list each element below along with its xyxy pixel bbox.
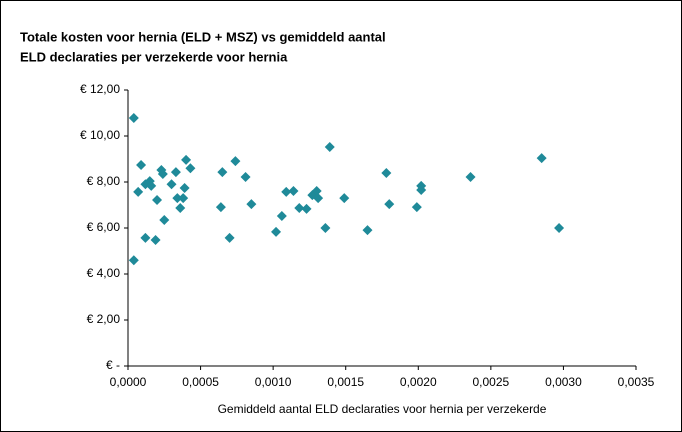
chart-title: ELD declaraties per verzekerde voor hern… bbox=[20, 49, 288, 64]
y-tick-label: € 12,00 bbox=[80, 82, 120, 96]
point bbox=[181, 154, 192, 165]
point bbox=[128, 255, 139, 266]
point bbox=[294, 202, 305, 213]
point bbox=[288, 185, 299, 196]
point bbox=[339, 193, 350, 204]
x-axis-label: Gemiddeld aantal ELD declaraties voor he… bbox=[218, 402, 547, 416]
x-tick-label: 0,0010 bbox=[255, 375, 292, 389]
point bbox=[159, 214, 170, 225]
y-tick-label: € - bbox=[106, 358, 120, 372]
y-tick-label: € 4,00 bbox=[87, 266, 121, 280]
x-tick-label: 0,0015 bbox=[327, 375, 364, 389]
point bbox=[136, 159, 147, 170]
point bbox=[152, 194, 163, 205]
point bbox=[140, 232, 151, 243]
point bbox=[536, 153, 547, 164]
point bbox=[384, 199, 395, 210]
point bbox=[172, 193, 183, 204]
point bbox=[313, 193, 324, 204]
point bbox=[133, 186, 144, 197]
point bbox=[224, 232, 235, 243]
point bbox=[150, 234, 161, 245]
x-tick-label: 0,0030 bbox=[545, 375, 582, 389]
point bbox=[175, 202, 186, 213]
point bbox=[554, 223, 565, 233]
point bbox=[178, 193, 189, 204]
chart-title: Totale kosten voor hernia (ELD + MSZ) vs… bbox=[20, 29, 386, 44]
point bbox=[166, 179, 177, 190]
x-tick-label: 0,0005 bbox=[182, 375, 219, 389]
point bbox=[324, 142, 335, 153]
point bbox=[215, 202, 226, 213]
y-tick-label: € 2,00 bbox=[87, 312, 121, 326]
point bbox=[301, 203, 312, 214]
point bbox=[217, 167, 228, 178]
point bbox=[381, 168, 392, 179]
point bbox=[128, 113, 139, 124]
y-tick-label: € 10,00 bbox=[80, 128, 120, 142]
x-tick-label: 0,0035 bbox=[618, 375, 655, 389]
point bbox=[416, 185, 427, 196]
point bbox=[362, 225, 373, 236]
point bbox=[271, 226, 282, 237]
point bbox=[157, 168, 168, 179]
y-tick-label: € 8,00 bbox=[87, 174, 121, 188]
point bbox=[230, 156, 241, 167]
y-tick-label: € 6,00 bbox=[87, 220, 121, 234]
point bbox=[240, 171, 251, 182]
point bbox=[320, 223, 331, 233]
point bbox=[185, 163, 196, 174]
point bbox=[311, 185, 322, 196]
x-tick-label: 0,0000 bbox=[110, 375, 147, 389]
point bbox=[246, 199, 257, 210]
point bbox=[411, 202, 422, 213]
point bbox=[281, 186, 292, 197]
point bbox=[170, 167, 181, 178]
x-tick-label: 0,0020 bbox=[400, 375, 437, 389]
point bbox=[276, 211, 287, 222]
point bbox=[465, 171, 476, 182]
x-tick-label: 0,0025 bbox=[473, 375, 510, 389]
point bbox=[146, 180, 157, 191]
point bbox=[179, 182, 190, 193]
